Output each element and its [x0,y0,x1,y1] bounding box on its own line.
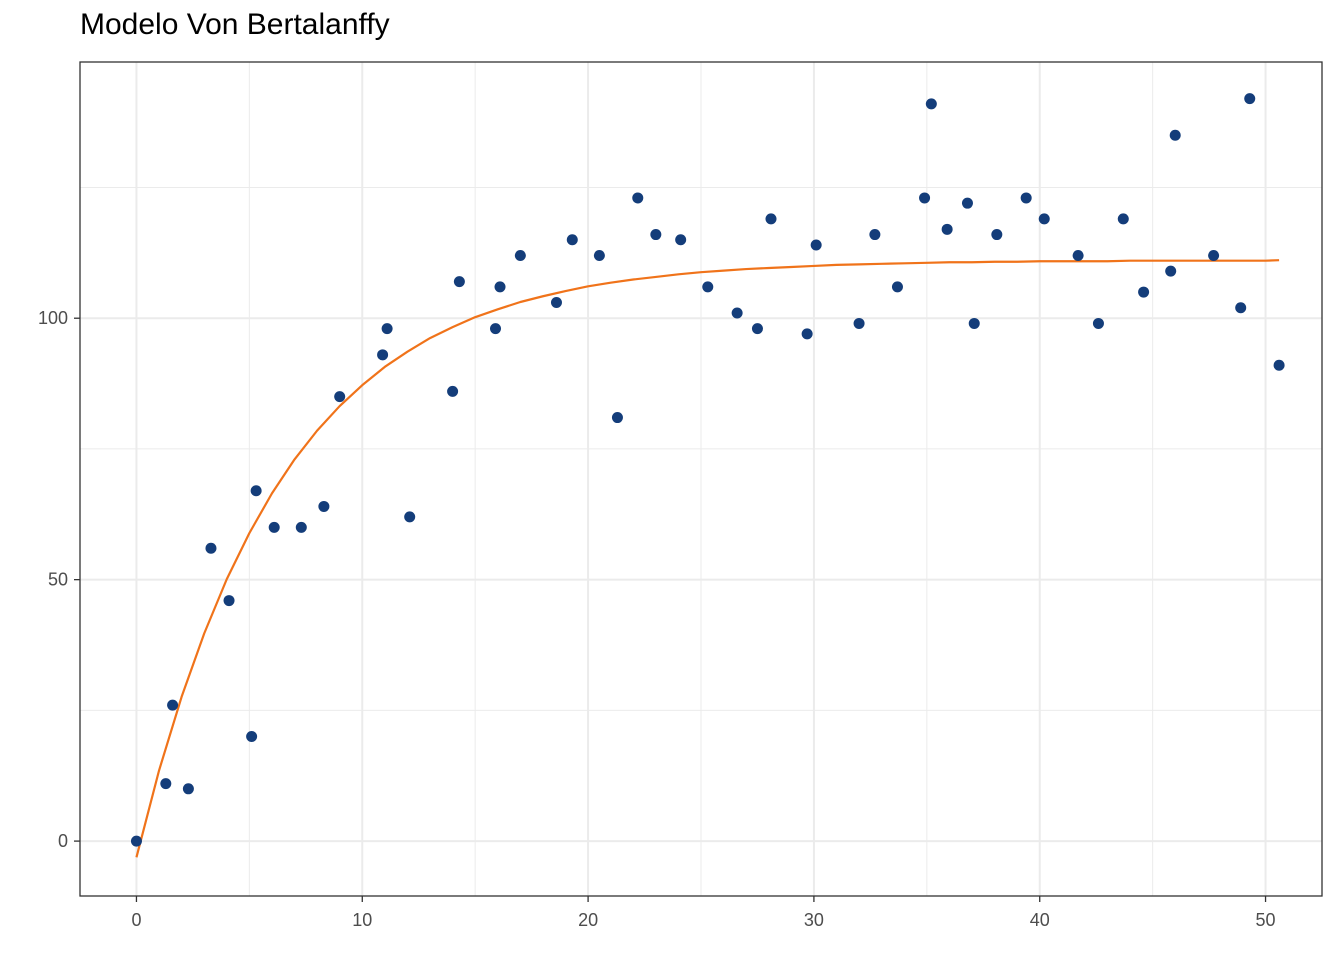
data-point [810,239,822,251]
data-point [991,229,1003,241]
data-point [318,500,330,512]
y-axis: 0 50 100 [38,308,80,851]
data-point [632,192,644,204]
data-point [1244,93,1256,105]
x-tick-label: 50 [1256,910,1276,930]
data-point [1092,317,1104,329]
data-point [731,307,743,319]
data-point [961,197,973,209]
data-point [941,223,953,235]
data-point [494,281,506,293]
data-point [869,229,881,241]
x-tick-label: 20 [578,910,598,930]
data-point [453,276,465,288]
data-point [925,98,937,110]
data-point [801,328,813,340]
fitted-curve-layer [135,259,1280,858]
data-point [675,234,687,246]
data-point [160,778,172,790]
minor-gridlines [80,62,1322,896]
data-point [1072,249,1084,261]
data-point [1273,359,1285,371]
data-point [1169,129,1181,141]
data-point [404,511,416,523]
data-point [891,281,903,293]
data-point [1235,302,1247,314]
data-point [593,249,605,261]
data-points-layer [130,93,1285,847]
data-point [751,323,763,335]
y-tick-label: 0 [58,831,68,851]
x-tick-label: 0 [131,910,141,930]
x-axis: 0 10 20 30 40 50 [131,896,1276,930]
data-point [1138,286,1150,298]
data-point [1208,249,1220,261]
data-point [167,699,179,711]
fitted-curve-line [135,259,1280,858]
data-point [268,521,280,533]
data-point [968,317,980,329]
data-point [1165,265,1177,277]
data-point [490,323,502,335]
data-point [566,234,578,246]
data-point [550,297,562,309]
data-point [246,731,258,743]
y-tick-label: 100 [38,308,68,328]
chart-title: Modelo Von Bertalanffy [80,8,390,41]
data-point [1020,192,1032,204]
data-point [919,192,931,204]
data-point [702,281,714,293]
data-point [765,213,777,225]
data-point [223,595,235,607]
data-point [1038,213,1050,225]
data-point [334,391,346,403]
x-tick-label: 30 [804,910,824,930]
data-point [853,317,865,329]
data-point [182,783,194,795]
data-point [447,385,459,397]
data-point [250,485,262,497]
panel-border [79,61,1323,897]
data-point [650,229,662,241]
y-tick-label: 50 [48,570,68,590]
data-point [611,412,623,424]
data-point [381,323,393,335]
data-point [130,835,142,847]
major-gridlines [80,62,1322,896]
data-point [205,542,217,554]
data-point [377,349,389,361]
x-tick-label: 10 [352,910,372,930]
data-point [295,521,307,533]
data-point [1117,213,1129,225]
data-point [514,249,526,261]
x-tick-label: 40 [1030,910,1050,930]
